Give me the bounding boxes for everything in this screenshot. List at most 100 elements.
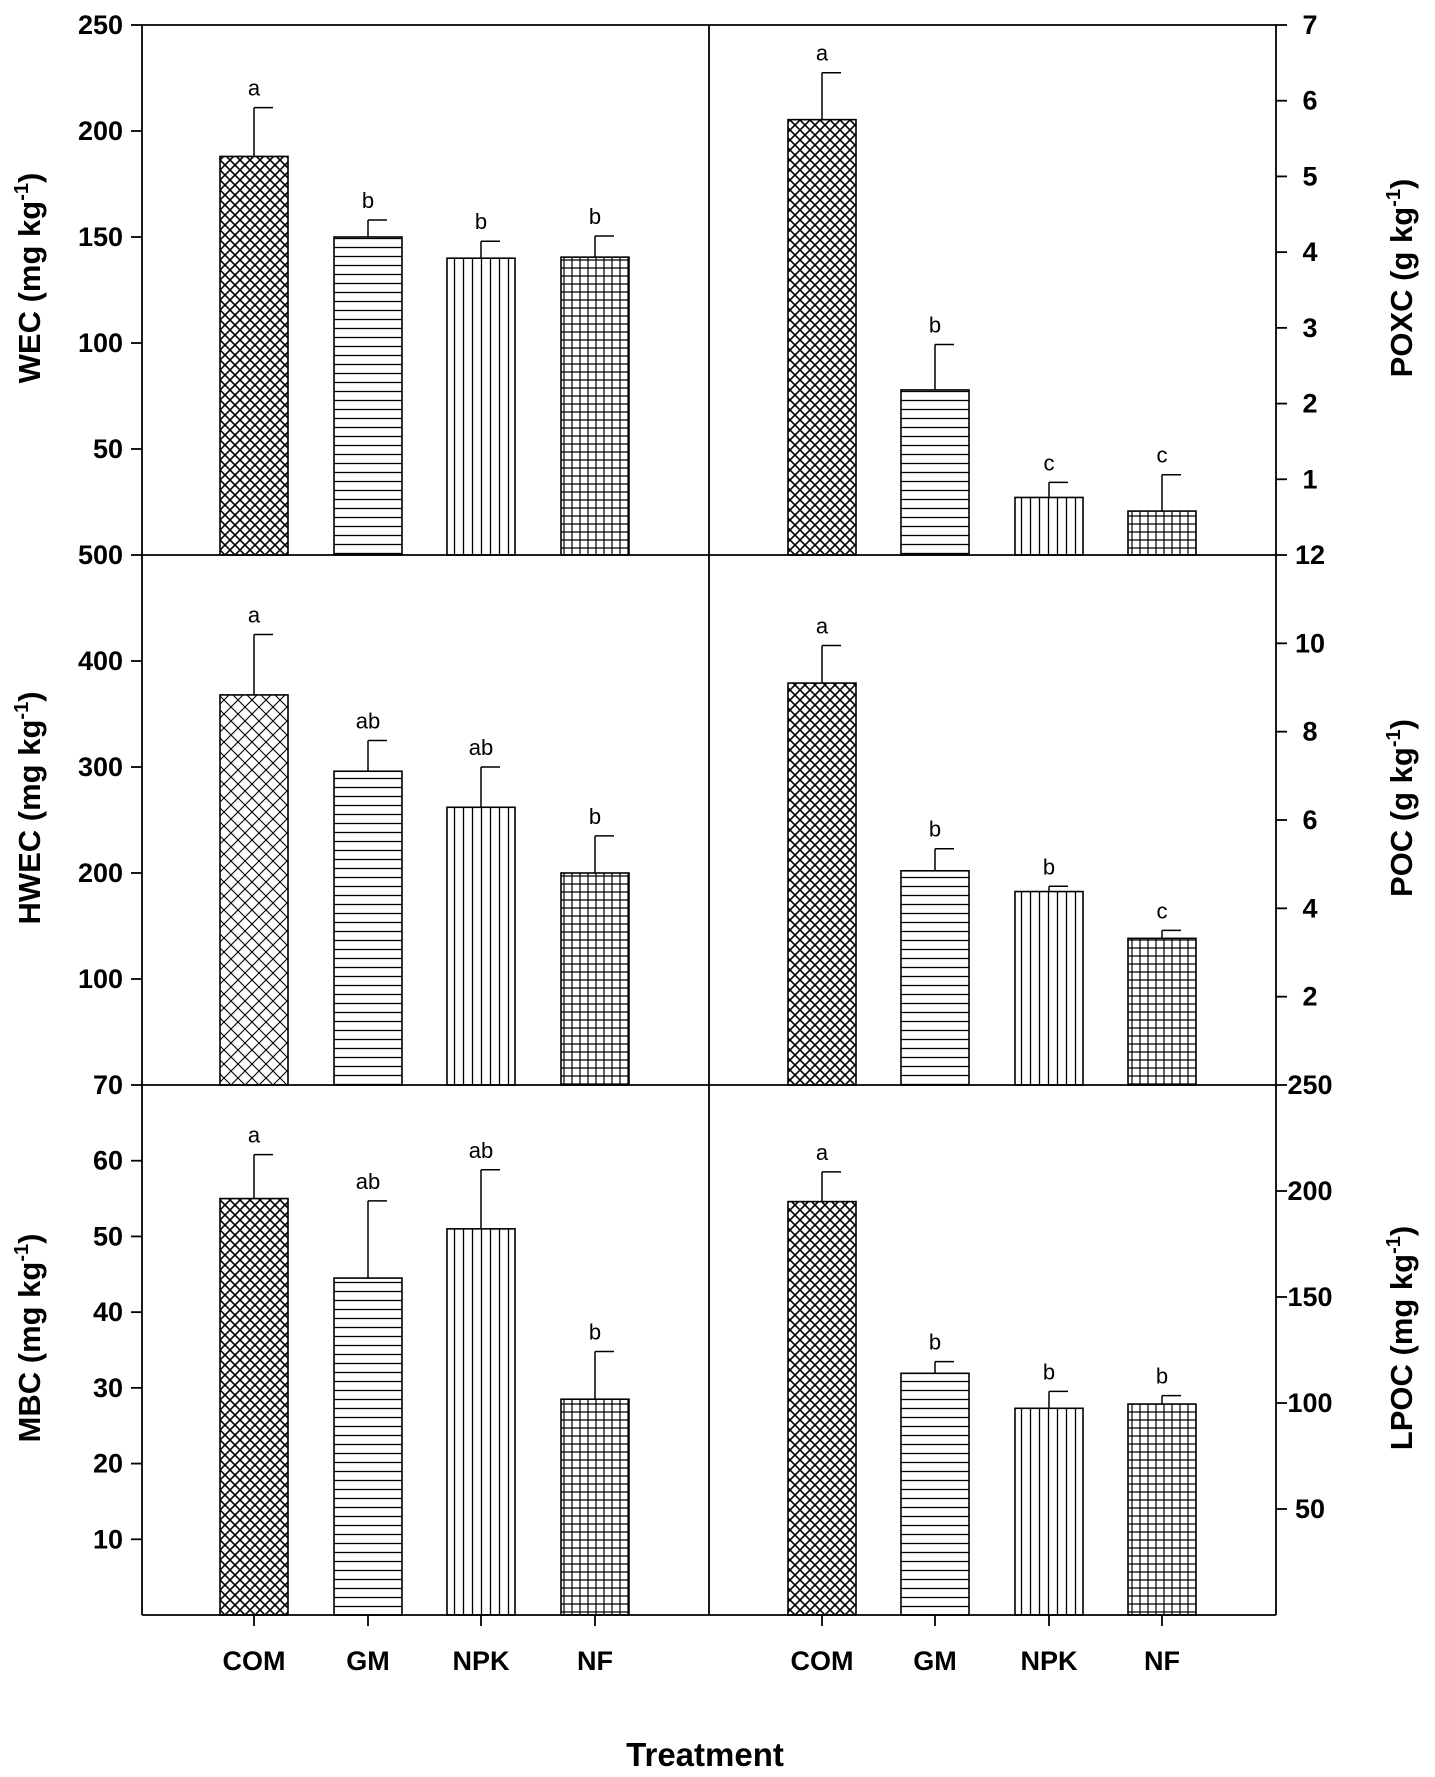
y-axis-title-hwec-close: ) [12, 691, 47, 701]
y-axis-title-mbc-close: ) [12, 1234, 47, 1244]
bar-poxc-gm [900, 389, 970, 556]
tick-label-lpoc-100: 100 [1287, 1388, 1332, 1418]
bar-hwec-nf [560, 872, 630, 1086]
bar-wec-nf [560, 256, 630, 556]
y-axis-title-poxc: POXC (g kg-1) [1383, 179, 1419, 378]
category-label-nf-left: NF [577, 1646, 613, 1676]
bar-wec-gm [333, 236, 403, 556]
y-axis-title-lpoc: LPOC (mg kg-1) [1383, 1226, 1419, 1450]
axes-layer: 5010015020025012345671002003004005002468… [78, 10, 1333, 1626]
tick-label-hwec-400: 400 [78, 646, 123, 676]
y-axis-title-hwec: HWEC (mg kg-1) [11, 691, 47, 924]
bar-poxc-nf [1127, 510, 1197, 556]
tick-label-hwec-100: 100 [78, 964, 123, 994]
tick-label-lpoc-250: 250 [1287, 1070, 1332, 1100]
tick-label-hwec-200: 200 [78, 858, 123, 888]
category-label-nf-right: NF [1144, 1646, 1180, 1676]
bar-lpoc-nf [1127, 1403, 1197, 1616]
significance-label-poc-com: a [816, 614, 829, 639]
bar-wec-npk [446, 257, 516, 556]
y-axis-title-poxc-close: ) [1384, 179, 1419, 189]
significance-label-hwec-nf: b [589, 804, 601, 829]
bar-mbc-npk [446, 1228, 516, 1616]
bar-poc-nf [1127, 937, 1197, 1086]
tick-label-poxc-2: 2 [1302, 389, 1317, 419]
tick-label-poxc-1: 1 [1302, 464, 1317, 494]
category-label-npk-left: NPK [452, 1646, 510, 1676]
tick-label-lpoc-200: 200 [1287, 1176, 1332, 1206]
y-axis-title-hwec-main: HWEC (mg kg [12, 720, 47, 925]
tick-label-wec-50: 50 [93, 434, 123, 464]
tick-label-mbc-50: 50 [93, 1221, 123, 1251]
significance-label-poxc-com: a [816, 41, 829, 66]
bar-wec-com [219, 155, 289, 556]
bar-lpoc-gm [900, 1372, 970, 1616]
y-axis-title-wec: WEC (mg kg-1) [11, 173, 47, 384]
y-axis-title-hwec-sup: -1 [11, 702, 33, 720]
tick-label-hwec-500: 500 [78, 540, 123, 570]
y-axis-title-wec-sup: -1 [11, 183, 33, 201]
y-axis-title-poc-sup: -1 [1383, 729, 1405, 747]
y-axis-title-lpoc-close: ) [1384, 1226, 1419, 1236]
y-axis-title-lpoc-main: LPOC (mg kg [1384, 1254, 1419, 1450]
y-axis-title-mbc: MBC (mg kg-1) [11, 1234, 47, 1443]
significance-label-wec-npk: b [475, 209, 487, 234]
bar-poxc-npk [1014, 496, 1084, 556]
significance-label-mbc-gm: ab [356, 1169, 380, 1194]
tick-label-poc-8: 8 [1302, 717, 1317, 747]
tick-label-mbc-60: 60 [93, 1146, 123, 1176]
bar-poc-npk [1014, 890, 1084, 1086]
category-label-npk-right: NPK [1020, 1646, 1078, 1676]
tick-label-poxc-5: 5 [1302, 161, 1317, 191]
y-axis-title-poxc-main: POXC (g kg [1384, 207, 1419, 378]
x-axis-title: Treatment [626, 1736, 784, 1773]
tick-label-mbc-10: 10 [93, 1524, 123, 1554]
significance-label-wec-com: a [248, 76, 261, 101]
tick-label-lpoc-50: 50 [1295, 1494, 1325, 1524]
tick-label-poc-2: 2 [1302, 982, 1317, 1012]
bar-hwec-gm [333, 770, 403, 1086]
tick-label-poxc-6: 6 [1302, 86, 1317, 116]
tick-label-hwec-300: 300 [78, 752, 123, 782]
tick-label-mbc-70: 70 [93, 1070, 123, 1100]
significance-label-poxc-nf: c [1157, 443, 1168, 468]
significance-label-poxc-npk: c [1044, 450, 1055, 475]
significance-label-poxc-gm: b [929, 313, 941, 338]
significance-label-lpoc-com: a [816, 1140, 829, 1165]
category-label-gm-left: GM [346, 1646, 390, 1676]
bar-hwec-npk [446, 806, 516, 1086]
tick-label-lpoc-150: 150 [1287, 1282, 1332, 1312]
bar-mbc-nf [560, 1398, 630, 1616]
tick-label-poxc-4: 4 [1302, 237, 1317, 267]
category-label-com-right: COM [791, 1646, 854, 1676]
bar-poc-gm [900, 869, 970, 1086]
bar-poc-com [787, 682, 857, 1086]
tick-label-poxc-7: 7 [1302, 10, 1317, 40]
bar-mbc-com [219, 1197, 289, 1616]
tick-label-wec-150: 150 [78, 222, 123, 252]
bar-hwec-com [219, 694, 289, 1086]
y-axis-title-wec-main: WEC (mg kg [12, 201, 47, 384]
bar-lpoc-npk [1014, 1407, 1084, 1616]
tick-label-wec-100: 100 [78, 328, 123, 358]
significance-label-mbc-npk: ab [469, 1138, 493, 1163]
significance-label-poc-npk: b [1043, 854, 1055, 879]
y-axis-title-mbc-main: MBC (mg kg [12, 1262, 47, 1443]
tick-label-poxc-3: 3 [1302, 313, 1317, 343]
significance-label-lpoc-npk: b [1043, 1359, 1055, 1384]
category-label-com-left: COM [223, 1646, 286, 1676]
y-axis-title-mbc-sup: -1 [11, 1244, 33, 1262]
significance-label-lpoc-gm: b [929, 1330, 941, 1355]
significance-label-poc-nf: c [1157, 898, 1168, 923]
tick-label-mbc-40: 40 [93, 1297, 123, 1327]
bar-poxc-com [787, 118, 857, 556]
bar-lpoc-com [787, 1200, 857, 1616]
significance-label-mbc-nf: b [589, 1320, 601, 1345]
label-layer: COM GM NPK NF COM GM NPK NF Treatment WE… [11, 173, 1419, 1773]
significance-label-poc-gm: b [929, 817, 941, 842]
significance-label-hwec-npk: ab [469, 735, 493, 760]
y-axis-title-poxc-sup: -1 [1383, 189, 1405, 207]
y-axis-title-poc-close: ) [1384, 719, 1419, 729]
significance-label-mbc-com: a [248, 1123, 261, 1148]
